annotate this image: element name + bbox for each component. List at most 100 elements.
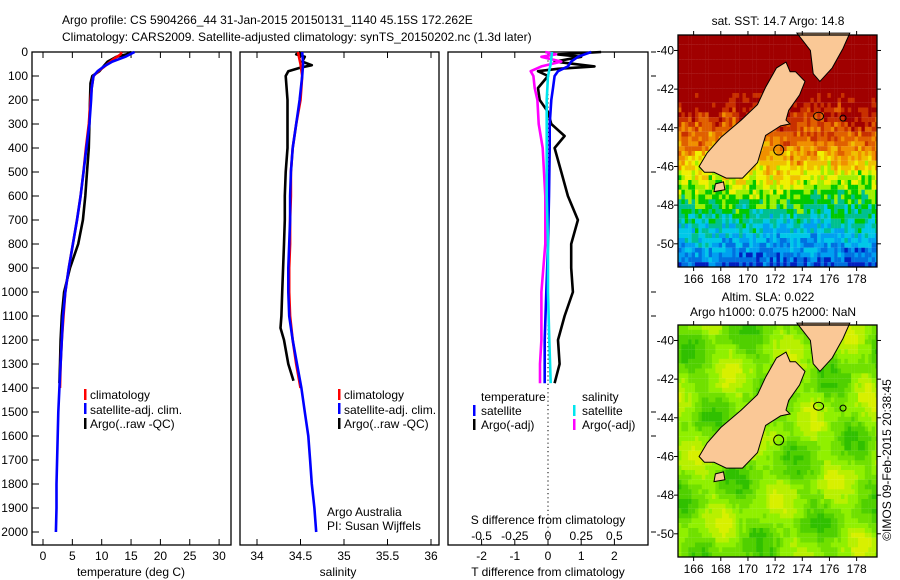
sla-cell [756, 460, 760, 466]
sst-cell [759, 54, 764, 60]
sla-cell [790, 484, 794, 490]
sst-cell [817, 175, 821, 181]
sla-cell [783, 552, 787, 558]
sla-cell [691, 503, 696, 509]
sla-cell [678, 455, 682, 461]
sla-cell [756, 368, 760, 374]
sla-cell [779, 445, 784, 451]
sst-cell [762, 252, 767, 258]
sst-cell [796, 102, 801, 108]
sla-cell [807, 392, 811, 398]
sla-cell [817, 412, 821, 417]
sla-cell [793, 407, 798, 413]
sst-cell [725, 59, 730, 65]
sla-cell [681, 445, 685, 451]
sla-cell [796, 436, 801, 442]
sst-cell [834, 122, 838, 127]
sst-cell [705, 262, 709, 268]
sst-cell [681, 238, 685, 243]
sst-cell [745, 97, 750, 103]
sst-cell [868, 54, 872, 60]
sla-cell [793, 503, 798, 509]
sst-cell [735, 233, 740, 239]
sst-cell [810, 170, 814, 176]
sla-cell [695, 421, 699, 427]
sst-cell [847, 64, 852, 69]
sst-cell [728, 54, 733, 60]
sst-cell [684, 39, 689, 45]
sst-cell [864, 126, 869, 132]
sst-cell [871, 228, 876, 234]
sla-cell [728, 552, 733, 558]
sst-cell [698, 44, 702, 50]
sst-cell [837, 107, 842, 113]
sst-cell [695, 180, 699, 185]
sst-cell [725, 262, 730, 268]
sst-cell [678, 218, 682, 224]
sla-cell [728, 412, 733, 417]
sst-cell [790, 64, 794, 69]
sst-cell [701, 146, 706, 152]
sla-cell [813, 431, 818, 437]
sst-cell [728, 242, 733, 248]
sst-cell [827, 233, 831, 239]
x2-tick-label: -0.5 [471, 529, 492, 543]
sla-cell [688, 499, 692, 504]
sla-cell [773, 489, 777, 495]
sst-cell [834, 78, 838, 84]
sla-cell [715, 358, 719, 364]
sst-cell [807, 141, 811, 147]
sla-cell [800, 499, 804, 504]
sst-cell [678, 160, 682, 166]
sst-cell [871, 112, 876, 118]
sst-cell [827, 107, 831, 113]
sst-cell [834, 233, 838, 239]
sla-cell [735, 528, 740, 533]
sla-cell [790, 460, 794, 466]
sst-cell [858, 44, 862, 50]
sla-cell [793, 470, 798, 475]
sla-cell [762, 373, 767, 379]
sla-cell [712, 387, 716, 393]
sst-cell [837, 146, 842, 152]
sst-cell [844, 213, 848, 219]
sla-cell [732, 368, 736, 374]
sla-cell [688, 412, 692, 417]
sla-cell [796, 465, 801, 471]
sst-cell [762, 180, 767, 185]
sst-cell [715, 126, 719, 132]
sst-cell [688, 189, 692, 195]
sst-cell [708, 59, 713, 65]
sst-cell [712, 88, 716, 94]
sst-cell [871, 88, 876, 94]
sst-cell [834, 199, 838, 205]
sla-cell [712, 397, 716, 403]
sst-cell [718, 44, 723, 50]
sst-cell [864, 180, 869, 185]
sst-cell [813, 257, 818, 263]
sst-cell [749, 102, 753, 108]
sla-cell [725, 479, 730, 485]
sst-cell [837, 73, 842, 79]
sla-cell [786, 450, 791, 456]
sst-cell [739, 88, 743, 94]
sst-cell [718, 242, 723, 248]
sla-cell [786, 513, 791, 519]
sla-cell [759, 470, 764, 475]
sst-cell [735, 93, 740, 98]
sla-cell [718, 416, 723, 422]
sst-cell [684, 88, 689, 94]
sst-cell [695, 73, 699, 79]
sst-cell [841, 151, 845, 156]
sla-cell [718, 368, 723, 374]
sla-cell [800, 421, 804, 427]
sst-cell [779, 262, 784, 268]
sst-cell [851, 252, 855, 258]
sla-cell [749, 542, 753, 548]
sst-cell [718, 252, 723, 258]
sst-cell [739, 112, 743, 118]
sla-cell [695, 358, 699, 364]
sst-cell [779, 184, 784, 190]
sst-cell [844, 88, 848, 94]
sla-cell [776, 523, 781, 529]
